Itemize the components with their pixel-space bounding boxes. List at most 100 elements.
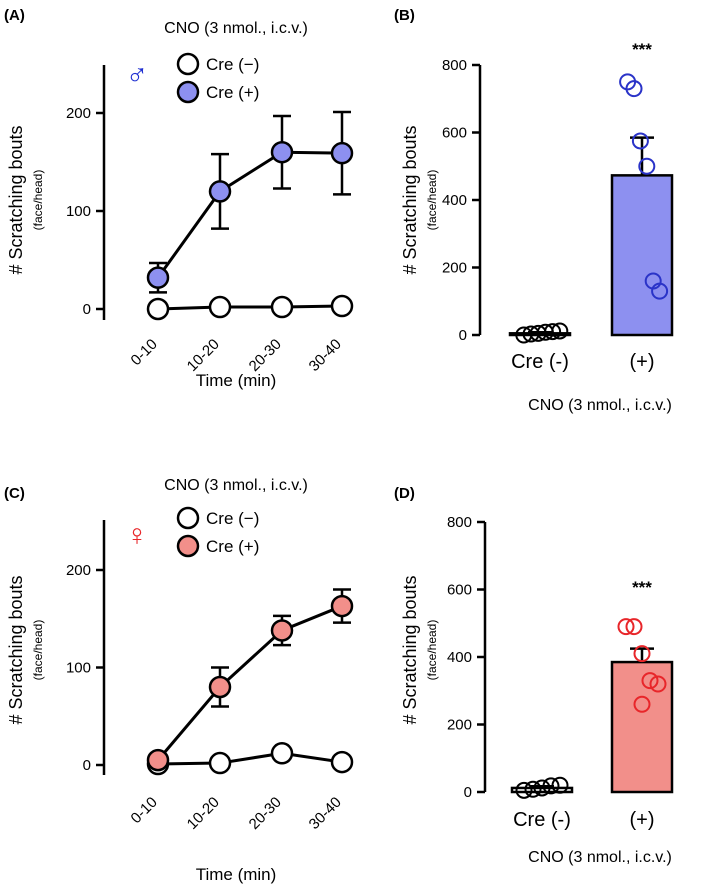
x-axis-title: CNO (3 nmol., i.c.v.) <box>528 849 672 866</box>
y-axis-subtitle: (face/head) <box>425 170 439 231</box>
y-axis-subtitle: (face/head) <box>425 620 439 681</box>
y-axis-subtitle: (face/head) <box>31 170 45 231</box>
x-tick-label: 10-20 <box>184 336 223 375</box>
significance-label: *** <box>632 578 652 597</box>
legend-marker <box>176 80 200 104</box>
y-tick-label: 400 <box>442 192 467 209</box>
y-tick-label: 800 <box>442 57 467 74</box>
bar <box>610 660 674 794</box>
individual-point <box>542 777 560 795</box>
x-tick-label: Cre (-) <box>511 351 569 373</box>
x-tick-label: 30-40 <box>306 794 345 833</box>
y-tick-label: 600 <box>447 582 472 599</box>
data-point <box>208 180 232 203</box>
legend-marker <box>176 534 200 558</box>
x-tick-label: (+) <box>630 809 655 831</box>
data-point <box>208 675 232 699</box>
y-axis-label: # Scratching bouts (face/head) <box>400 575 439 724</box>
error-bar <box>630 647 654 663</box>
x-tick-label: 30-40 <box>306 336 345 375</box>
data-point <box>270 742 294 765</box>
y-tick-label: 0 <box>83 757 91 774</box>
individual-point <box>551 322 569 340</box>
y-axis-title: # Scratching bouts <box>6 125 26 274</box>
data-point <box>146 266 170 289</box>
y-tick-label: 0 <box>464 784 472 801</box>
y-tick-label: 200 <box>447 717 472 734</box>
y-tick-label: 0 <box>83 301 91 318</box>
legend-marker <box>176 52 200 76</box>
x-tick-label: 0-10 <box>128 794 161 827</box>
individual-point <box>625 618 643 636</box>
legend-label: Cre (+) <box>206 83 259 102</box>
y-axis-subtitle: (face/head) <box>31 620 45 681</box>
y-tick-label: 600 <box>442 125 467 142</box>
data-point <box>270 140 294 164</box>
x-tick-label: (+) <box>630 351 655 373</box>
legend-marker <box>176 506 200 530</box>
data-point <box>208 751 232 775</box>
individual-point <box>625 80 643 98</box>
individual-point <box>551 776 569 794</box>
series-line <box>156 604 343 762</box>
y-tick-label: 200 <box>66 562 91 579</box>
sex-symbol-icon: ♂ <box>126 59 149 92</box>
legend-label: Cre (−) <box>206 509 259 528</box>
x-tick-label: 0-10 <box>128 336 161 369</box>
panel-label: (A) <box>4 7 25 24</box>
data-point <box>146 748 170 772</box>
series-line <box>157 751 343 766</box>
y-tick-label: 800 <box>447 514 472 531</box>
individual-point <box>533 779 551 797</box>
y-tick-label: 200 <box>66 105 91 122</box>
individual-point <box>638 157 656 175</box>
data-point <box>330 594 354 618</box>
individual-point <box>631 132 649 150</box>
data-point <box>330 294 354 318</box>
data-point <box>330 141 354 165</box>
y-tick-label: 100 <box>66 660 91 677</box>
individual-point <box>544 323 562 341</box>
y-axis-label: # Scratching bouts (face/head) <box>400 125 439 274</box>
data-point <box>208 295 232 319</box>
bar <box>510 786 574 794</box>
y-axis-label: # Scratching bouts (face/head) <box>6 575 45 724</box>
individual-point <box>633 645 651 663</box>
data-point <box>146 297 170 321</box>
x-axis-title: Time (min) <box>196 371 277 390</box>
y-tick-label: 400 <box>447 649 472 666</box>
x-axis-title: Time (min) <box>196 865 277 884</box>
condition-label: CNO (3 nmol., i.c.v.) <box>164 20 308 37</box>
panel-label: (B) <box>394 7 415 24</box>
bar <box>610 174 674 337</box>
x-axis-title: CNO (3 nmol., i.c.v.) <box>528 397 672 414</box>
individual-point <box>633 695 651 713</box>
y-axis-label: # Scratching bouts (face/head) <box>6 125 45 274</box>
data-point <box>330 750 354 774</box>
y-axis-title: # Scratching bouts <box>400 575 420 724</box>
individual-point <box>617 618 635 636</box>
y-tick-label: 100 <box>66 203 91 220</box>
y-axis-title: # Scratching bouts <box>6 575 26 724</box>
x-tick-label: 20-30 <box>246 336 285 375</box>
y-tick-label: 200 <box>442 260 467 277</box>
condition-label: CNO (3 nmol., i.c.v.) <box>164 477 308 494</box>
legend-label: Cre (+) <box>206 537 259 556</box>
series-line <box>156 150 343 279</box>
legend-label: Cre (−) <box>206 55 259 74</box>
x-tick-label: Cre (-) <box>513 809 571 831</box>
x-tick-label: 20-30 <box>246 794 285 833</box>
bar <box>508 332 572 337</box>
y-tick-label: 0 <box>459 327 467 344</box>
individual-point <box>651 282 669 300</box>
panel-label: (D) <box>394 485 415 502</box>
series-line <box>157 304 343 311</box>
individual-point <box>515 781 533 799</box>
sex-symbol-icon: ♀ <box>126 519 149 552</box>
x-tick-label: 10-20 <box>184 794 223 833</box>
individual-point <box>641 672 659 690</box>
individual-point <box>649 675 667 693</box>
data-point <box>270 619 294 642</box>
individual-point <box>524 780 542 798</box>
